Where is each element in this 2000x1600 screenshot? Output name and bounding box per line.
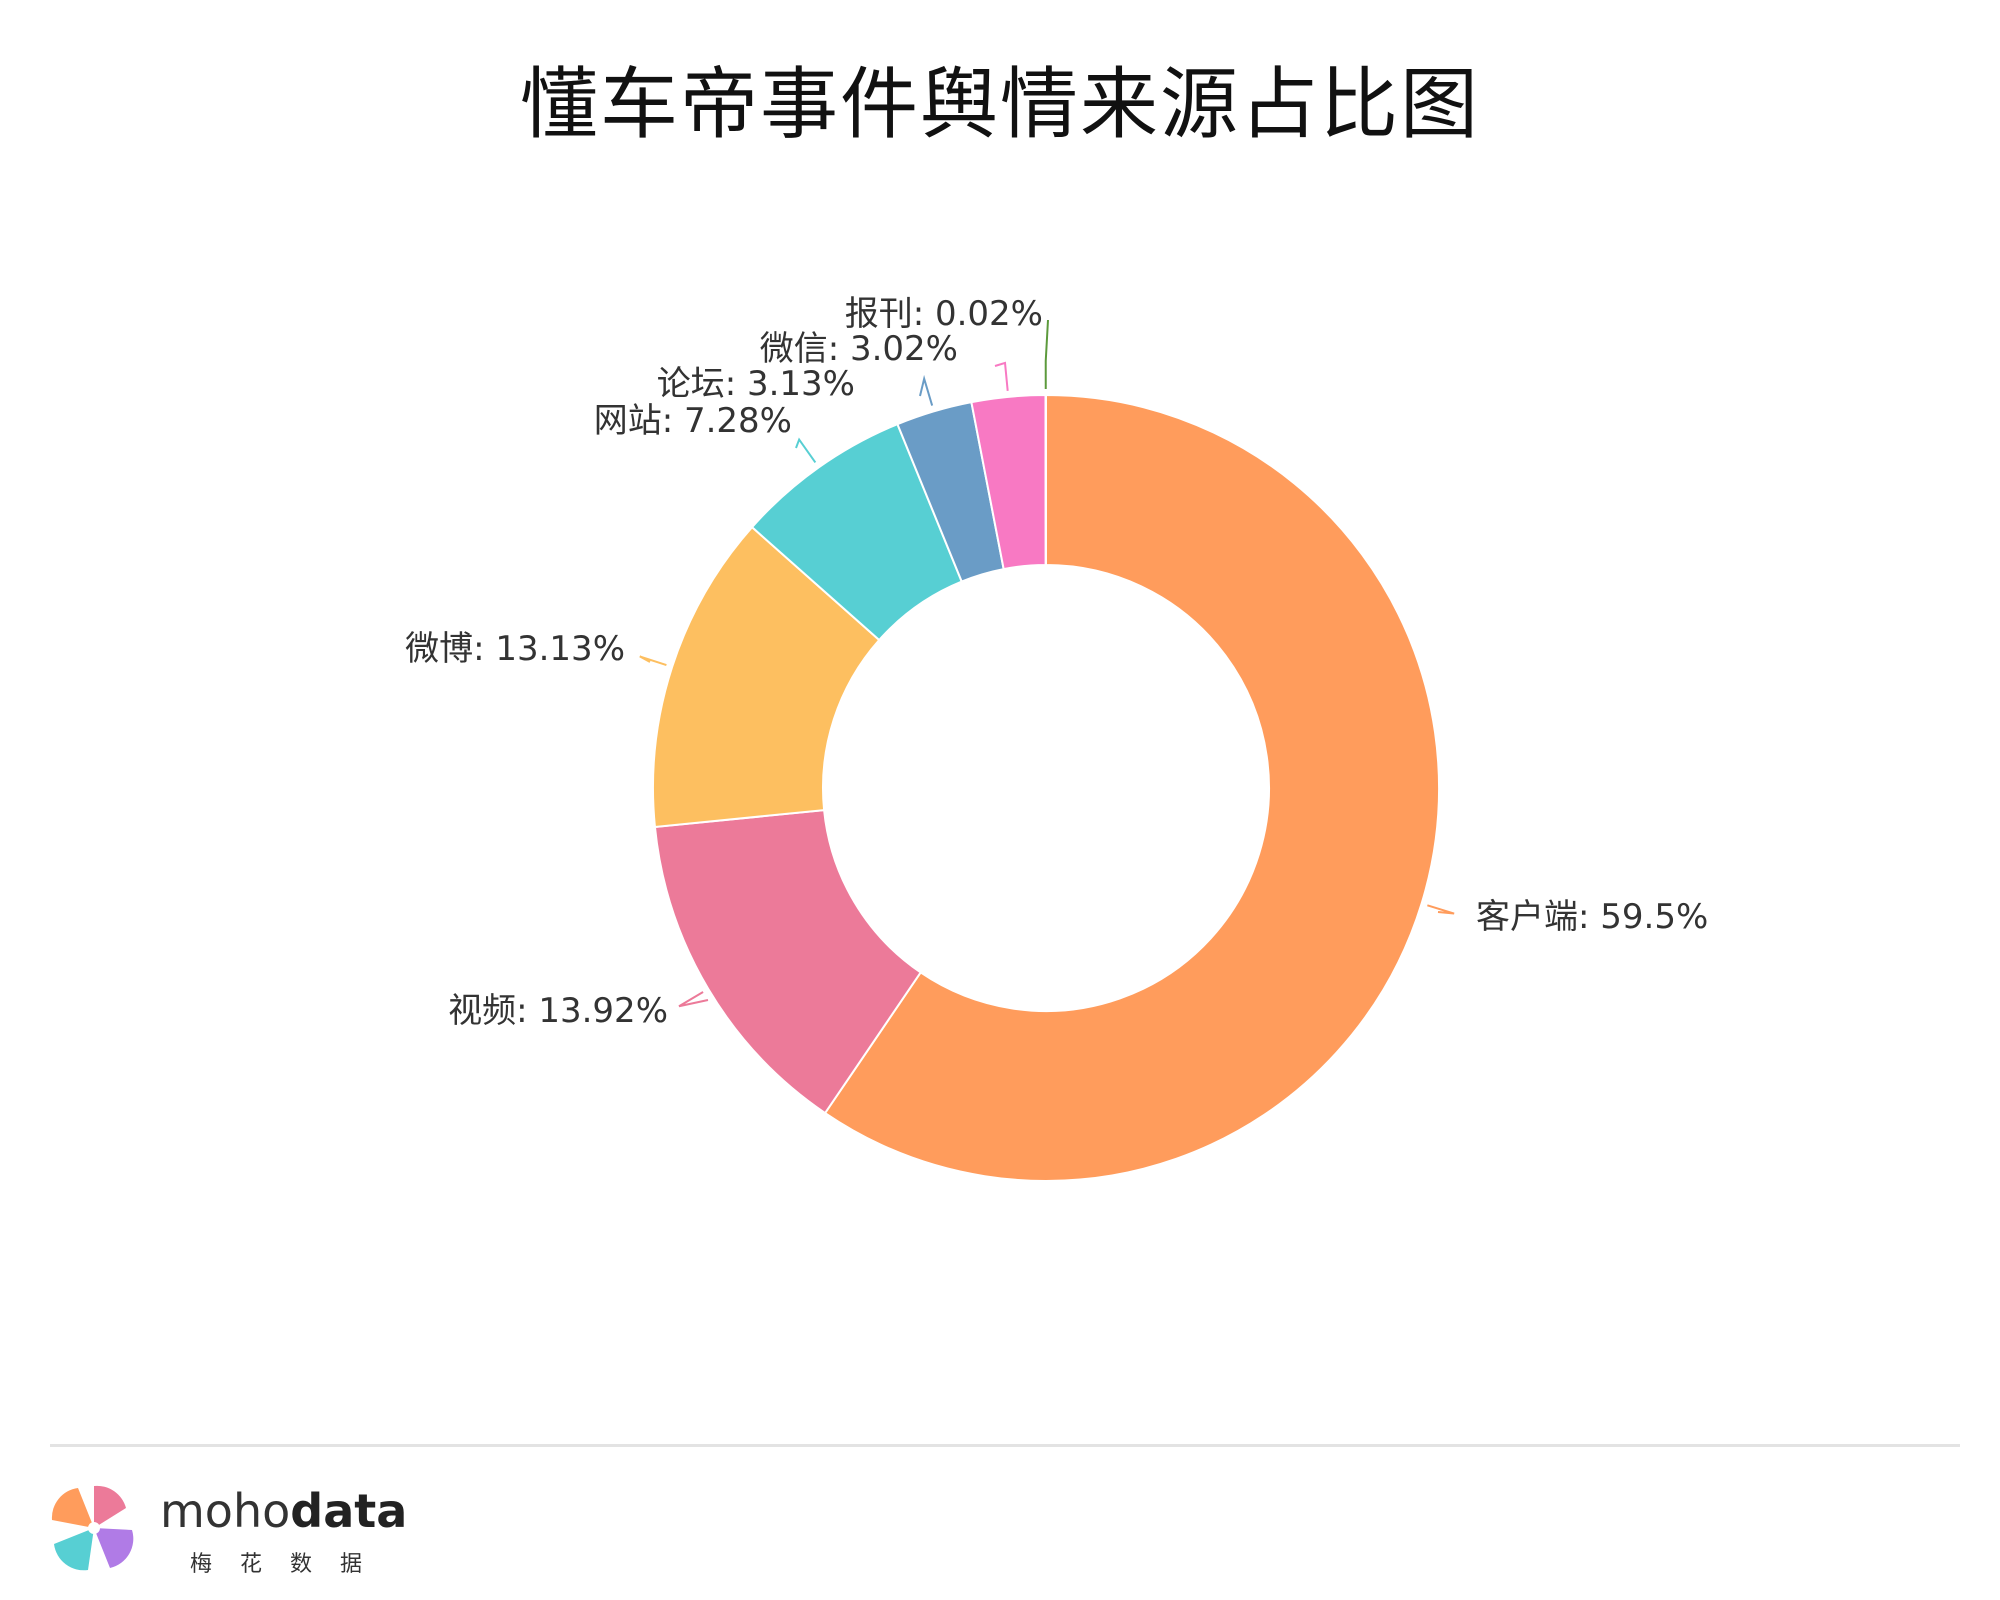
slice-label-网站: 网站: 7.28%	[594, 401, 792, 441]
slice-视频	[653, 809, 923, 1115]
slice-label-视频: 视频: 13.92%	[448, 991, 668, 1031]
leader-line-微信	[994, 361, 1009, 391]
brand-name-light: moho	[160, 1484, 291, 1538]
leader-line-报刊	[1044, 319, 1049, 390]
brand-name: mohodata	[160, 1484, 407, 1538]
slice-label-报刊: 报刊: 0.02%	[845, 294, 1043, 334]
leader-line-网站	[795, 437, 817, 464]
footer-divider	[50, 1444, 1960, 1447]
leader-line-视频	[678, 991, 709, 1008]
leader-line-微博	[639, 655, 667, 667]
slice-label-微信: 微信: 3.02%	[760, 329, 958, 369]
donut-slices	[652, 393, 1440, 1182]
slice-label-微博: 微博: 13.13%	[405, 629, 625, 669]
slice-labels: 客户端: 59.5% 视频: 13.92% 微博: 13.13% 网站: 7.28%论…	[405, 294, 1708, 1031]
slice-label-客户端: 客户端: 59.5%	[1476, 897, 1708, 937]
leader-line-论坛	[919, 374, 934, 406]
slice-label-论坛: 论坛: 3.13%	[657, 364, 855, 404]
donut-chart: 客户端: 59.5% 视频: 13.92% 微博: 13.13% 网站: 7.28%论…	[405, 294, 1708, 1182]
slice-微博	[652, 525, 881, 829]
leader-line-客户端	[1427, 904, 1455, 915]
brand-name-bold: data	[290, 1484, 408, 1538]
brand-subtitle: 梅花数据	[190, 1552, 391, 1577]
leader-lines	[639, 319, 1455, 1008]
slice-客户端	[823, 393, 1440, 1182]
chart-title: 懂车帝事件舆情来源占比图	[519, 60, 1480, 150]
mohodata-logo-icon	[51, 1485, 134, 1571]
